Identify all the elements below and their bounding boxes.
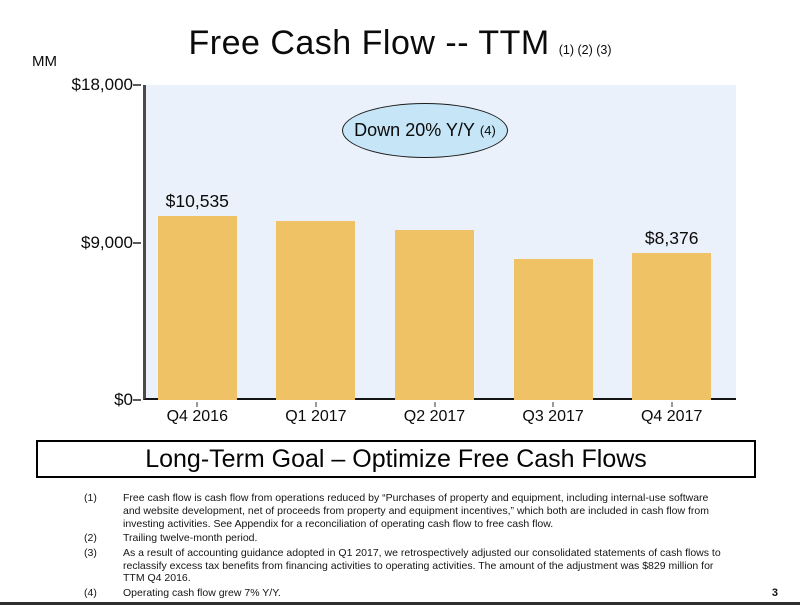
y-tick-label-2: $0 [114,390,133,409]
x-axis-label-3: Q3 2017 [522,408,584,425]
footnote-1-line-3: investing activities. See Appendix for a… [123,517,554,530]
slide-title-row: Free Cash Flow -- TTM (1) (2) (3) [0,24,800,63]
x-tick-mark-4 [670,402,673,407]
footnote-3: (3) As a result of accounting guidance a… [84,547,760,586]
footnotes: (1) Free cash flow is cash flow from ope… [84,492,760,601]
goal-banner-text: Long-Term Goal – Optimize Free Cash Flow… [145,444,647,473]
footnote-1-text: Free cash flow is cash flow from operati… [123,492,709,531]
bar-q4-2017 [632,253,712,400]
footnote-3-number: (3) [84,546,97,559]
y-tick-label-1: $9,000 [81,232,133,252]
y-tick-mark-2 [133,399,141,401]
footnote-3-text: As a result of accounting guidance adopt… [123,547,721,586]
footnote-2-text: Trailing twelve-month period. [123,532,257,545]
bar-q2-2017 [395,230,474,400]
footnote-1-line-2: and website development, net of proceeds… [123,504,709,517]
x-axis-label-1: Q1 2017 [285,408,347,425]
annotation-text: Down 20% Y/Y [354,120,475,140]
footnote-2-line-1: Trailing twelve-month period. [123,532,258,545]
x-tick-mark-1 [314,402,317,407]
footnote-4: (4) Operating cash flow grew 7% Y/Y. [84,587,760,600]
footnote-4-number: (4) [84,586,97,599]
x-tick-mark-2 [433,402,436,407]
bar-q1-2017 [276,220,356,400]
bar-q3-2017 [513,258,593,400]
x-axis-label-4: Q4 2017 [640,408,703,425]
goal-banner: Long-Term Goal – Optimize Free Cash Flow… [36,440,756,478]
x-tick-mark-0 [196,402,199,407]
x-axis-label-2: Q2 2017 [403,408,466,425]
x-tick-mark-3 [552,402,555,407]
bar-value-label-4: $8,376 [644,228,699,249]
annotation-ellipse: Down 20% Y/Y (4) [342,103,508,158]
footnote-2: (2) Trailing twelve-month period. [84,532,760,545]
footnote-3-line-1: As a result of accounting guidance adopt… [123,546,721,559]
annotation-footnote-ref: (4) [479,123,496,138]
page-title: Free Cash Flow -- TTM [188,24,550,62]
footnote-3-line-3: TTM Q4 2016. [123,572,191,585]
footnote-2-number: (2) [84,532,97,545]
title-footnote-refs: (1) (2) (3) [558,43,612,57]
x-axis-label-0: Q4 2016 [166,408,228,425]
bar-q4-2016 [157,215,237,400]
bar-value-label-0: $10,535 [165,190,229,211]
page-number: 3 [771,587,778,599]
y-tick-mark-0 [133,84,141,86]
footnote-4-text: Operating cash flow grew 7% Y/Y. [123,587,281,600]
y-axis-units-label: MM [32,53,57,70]
footer-divider [0,602,800,605]
footnote-3-line-2: reclassify excess tax benefits from fina… [123,559,714,572]
y-tick-label-0: $18,000 [71,75,133,94]
footnote-1-number: (1) [84,492,97,504]
footnote-1-line-1: Free cash flow is cash flow from operati… [123,492,709,504]
y-tick-mark-1 [133,241,141,244]
footnote-4-line-1: Operating cash flow grew 7% Y/Y. [123,586,281,599]
footnote-1: (1) Free cash flow is cash flow from ope… [84,492,760,531]
